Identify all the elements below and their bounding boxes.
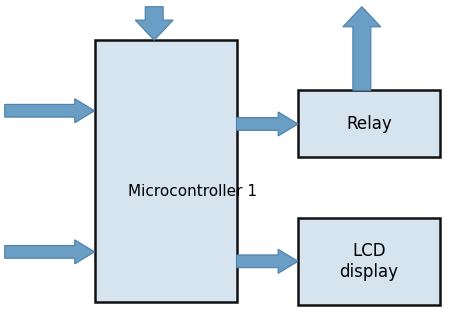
FancyArrow shape	[5, 99, 95, 123]
Text: LCD
display: LCD display	[340, 242, 398, 281]
FancyArrow shape	[5, 240, 95, 264]
FancyBboxPatch shape	[95, 40, 236, 302]
FancyArrow shape	[236, 112, 298, 136]
FancyArrow shape	[135, 7, 173, 40]
FancyBboxPatch shape	[298, 218, 440, 305]
Text: Microcontroller 1: Microcontroller 1	[128, 184, 257, 199]
Text: Relay: Relay	[346, 115, 392, 133]
FancyBboxPatch shape	[298, 90, 440, 157]
FancyArrow shape	[236, 249, 298, 273]
FancyArrow shape	[343, 7, 381, 90]
